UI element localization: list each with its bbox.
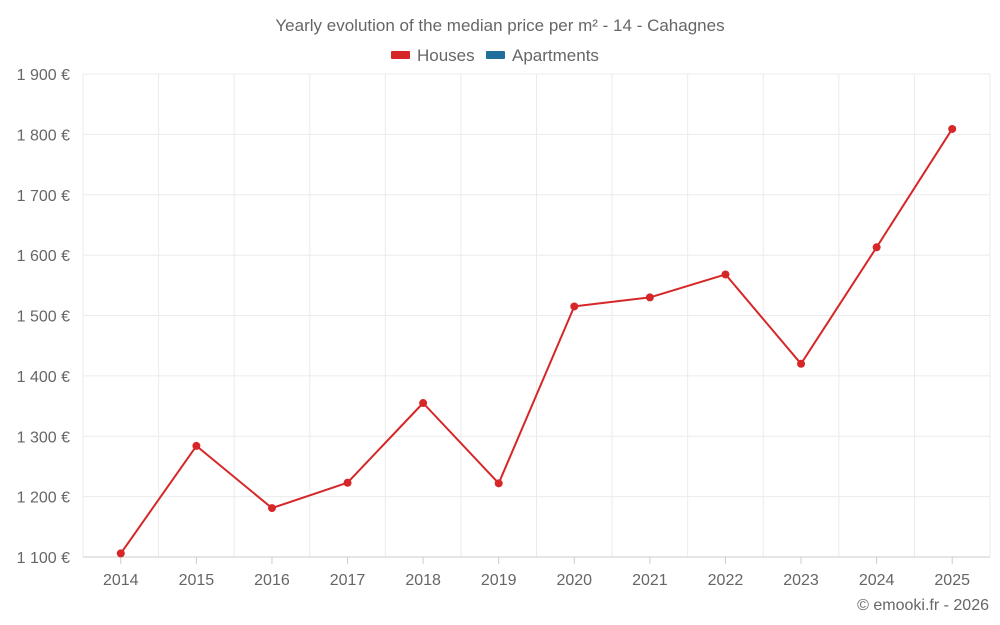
legend-swatch-apartments bbox=[486, 51, 505, 59]
x-tick-label: 2014 bbox=[103, 572, 139, 589]
credit-text: © emooki.fr - 2026 bbox=[857, 597, 989, 614]
legend: Houses Apartments bbox=[391, 46, 599, 65]
legend-label-apartments[interactable]: Apartments bbox=[512, 46, 599, 65]
x-tick-label: 2015 bbox=[179, 572, 215, 589]
y-tick-label: 1 200 € bbox=[17, 490, 70, 507]
data-point-2019[interactable] bbox=[494, 479, 503, 488]
y-tick-label: 1 900 € bbox=[17, 67, 70, 84]
x-tick-label: 2023 bbox=[783, 572, 819, 589]
data-point-2015[interactable] bbox=[192, 441, 201, 450]
y-tick-label: 1 100 € bbox=[17, 550, 70, 567]
y-tick-label: 1 800 € bbox=[17, 127, 70, 144]
data-point-2024[interactable] bbox=[872, 243, 881, 252]
data-point-2014[interactable] bbox=[116, 549, 125, 558]
data-point-2017[interactable] bbox=[343, 478, 352, 487]
y-tick-label: 1 400 € bbox=[17, 369, 70, 386]
grid bbox=[82, 73, 991, 557]
legend-swatch-houses bbox=[391, 51, 410, 59]
chart-title: Yearly evolution of the median price per… bbox=[275, 16, 724, 35]
y-tick-label: 1 600 € bbox=[17, 248, 70, 265]
data-point-2020[interactable] bbox=[570, 302, 579, 311]
x-tick-label: 2020 bbox=[556, 572, 592, 589]
data-point-2018[interactable] bbox=[419, 399, 428, 408]
x-tick-label: 2018 bbox=[405, 572, 441, 589]
x-axis: 2014 2015 2016 2017 2018 2019 2020 2021 2022 2023… bbox=[83, 556, 990, 589]
series-houses bbox=[116, 124, 957, 558]
x-tick-label: 2025 bbox=[934, 572, 970, 589]
x-tick-label: 2021 bbox=[632, 572, 668, 589]
data-point-2023[interactable] bbox=[797, 359, 806, 368]
x-tick-label: 2022 bbox=[708, 572, 744, 589]
x-tick-label: 2019 bbox=[481, 572, 517, 589]
x-tick-label: 2016 bbox=[254, 572, 290, 589]
y-axis: 1 100 € 1 200 € 1 300 € 1 400 € 1 500 € 1 600… bbox=[17, 67, 70, 567]
data-point-2021[interactable] bbox=[645, 293, 654, 302]
series-line-houses bbox=[119, 128, 954, 554]
y-tick-label: 1 300 € bbox=[17, 429, 70, 446]
data-point-2025[interactable] bbox=[948, 124, 957, 133]
y-tick-label: 1 700 € bbox=[17, 188, 70, 205]
data-point-2022[interactable] bbox=[721, 270, 730, 279]
data-point-2016[interactable] bbox=[267, 504, 276, 513]
legend-label-houses[interactable]: Houses bbox=[417, 46, 475, 65]
y-tick-label: 1 500 € bbox=[17, 309, 70, 326]
x-tick-label: 2024 bbox=[859, 572, 895, 589]
x-tick-label: 2017 bbox=[330, 572, 366, 589]
